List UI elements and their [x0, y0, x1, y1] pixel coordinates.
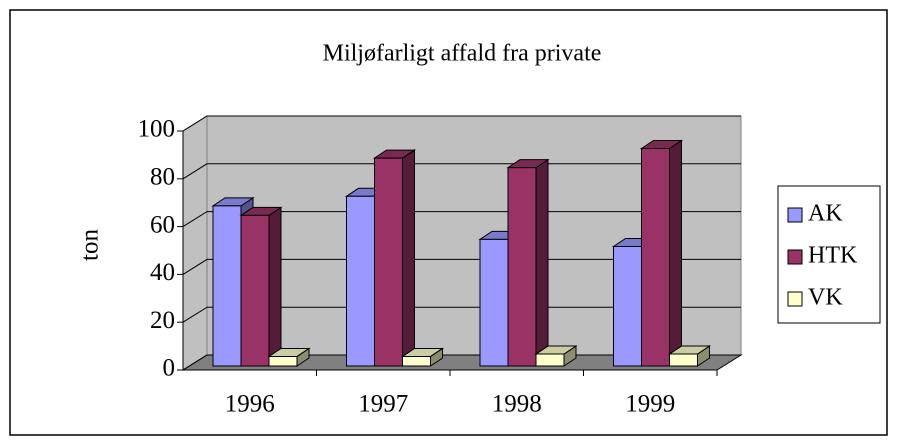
bar-side: [402, 149, 415, 367]
side-wall: [182, 115, 208, 371]
legend-swatch: [787, 291, 803, 307]
bar-front: [240, 214, 270, 367]
bar-front: [374, 157, 403, 367]
bar-front: [479, 238, 509, 367]
bar-front: [212, 205, 242, 367]
bar-front: [346, 195, 375, 367]
legend-swatch: [787, 207, 803, 223]
bar: [639, 139, 684, 367]
bar-front: [535, 353, 565, 367]
legend-label: AK: [808, 201, 843, 227]
y-axis-label: ton: [77, 229, 104, 261]
bar-front: [669, 353, 698, 367]
y-tick-label: 20: [150, 307, 175, 334]
chart-title: Miljøfarligt affald fra private: [323, 41, 602, 67]
bar-front: [268, 355, 298, 367]
grid-line: [182, 115, 741, 132]
bar: [506, 158, 550, 367]
bar-front: [641, 148, 670, 367]
bar: [400, 347, 445, 367]
x-tick-label: 1997: [358, 391, 408, 418]
x-tick-label: 1996: [225, 391, 275, 418]
bar: [534, 345, 578, 367]
bar: [667, 345, 712, 367]
y-tick-label: 40: [150, 259, 175, 286]
grid-line: [182, 211, 741, 228]
bar: [372, 149, 417, 367]
y-tick-label: 80: [150, 164, 175, 191]
x-tick-label: 1999: [625, 391, 675, 418]
bar-front: [402, 355, 431, 367]
bar-side: [669, 139, 682, 367]
y-tick-label: 60: [150, 211, 175, 238]
bar-side: [268, 206, 282, 367]
grid-line: [182, 163, 741, 180]
bar: [267, 347, 311, 367]
bar-front: [507, 167, 537, 367]
grid-line: [182, 258, 741, 275]
y-tick-label: 0: [163, 355, 176, 382]
grid-line: [182, 306, 741, 323]
x-tick-label: 1998: [492, 391, 542, 418]
bar-front: [613, 246, 642, 367]
legend-label: HTK: [808, 243, 858, 269]
legend-swatch: [787, 249, 803, 265]
legend-label: VK: [808, 285, 843, 311]
y-tick-label: 100: [138, 116, 176, 143]
bar: [239, 206, 283, 367]
bar-side: [535, 158, 549, 367]
